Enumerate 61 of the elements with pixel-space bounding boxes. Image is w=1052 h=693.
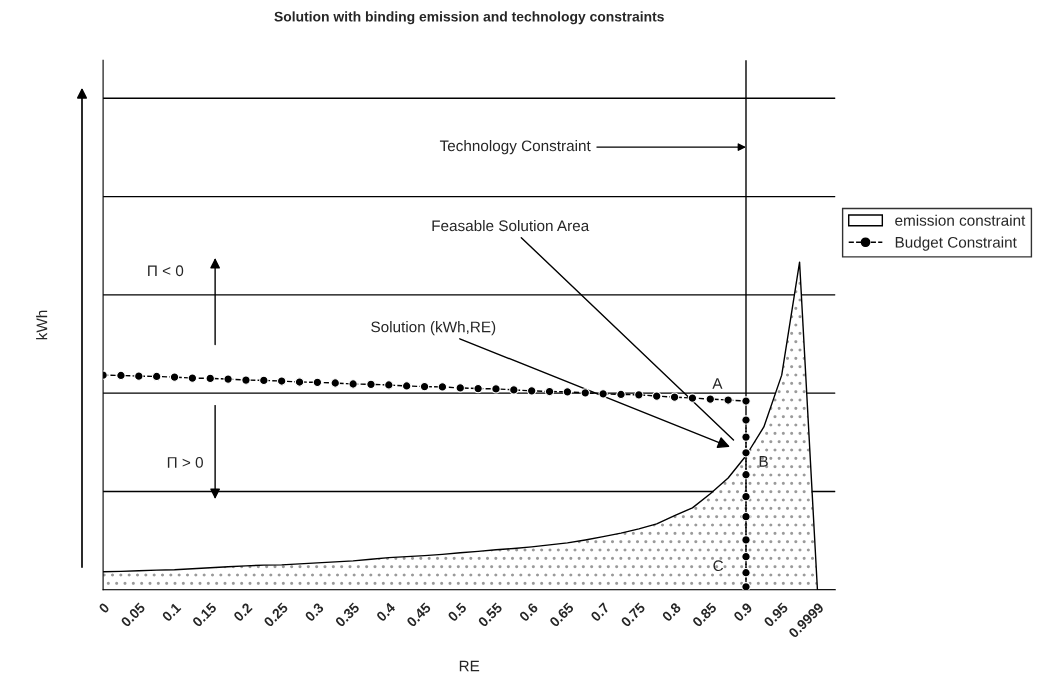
ref-line-label: Technology Constraint <box>439 140 591 155</box>
annotation: Solution (kWh,RE) <box>371 321 496 336</box>
point <box>116 370 126 381</box>
x-tick-label: 0.15 <box>191 602 218 628</box>
chart-title: Solution with binding emission and technology constraints <box>274 11 664 25</box>
x-tick-label: 0.6 <box>518 602 539 623</box>
point <box>294 377 305 387</box>
x-tick-label: 0.3 <box>304 602 325 623</box>
point <box>187 373 198 383</box>
point <box>491 384 501 394</box>
point <box>169 372 180 382</box>
point <box>402 381 412 391</box>
point <box>687 393 698 403</box>
annotation: Π < 0 <box>148 265 184 277</box>
point <box>509 385 519 395</box>
point <box>527 386 537 396</box>
x-tick-label: 0.1 <box>161 602 182 623</box>
point <box>151 371 162 382</box>
point <box>634 390 644 400</box>
point <box>598 389 608 399</box>
x-axis-title: RE <box>459 660 480 672</box>
point <box>437 382 448 392</box>
x-tick-label: 0.2 <box>232 602 253 623</box>
point <box>580 388 590 398</box>
y-axis-title: kWh <box>36 310 48 340</box>
point <box>312 377 323 388</box>
legend-label: emission constraint <box>895 214 1026 226</box>
x-tick-label: 0.4 <box>375 601 396 623</box>
point <box>669 392 680 402</box>
x-tick-label: 0.85 <box>691 602 718 628</box>
point <box>348 379 358 389</box>
x-tick-label: 0.8 <box>661 602 682 623</box>
point <box>652 391 662 401</box>
point <box>241 375 251 385</box>
point <box>473 383 483 394</box>
legend-label: Budget Constraint <box>895 236 1017 251</box>
point <box>616 389 626 400</box>
x-tick-label: 0.7 <box>590 602 610 623</box>
point <box>223 374 233 384</box>
annotation: B <box>759 456 768 467</box>
point <box>276 376 287 386</box>
x-tick-label: 0.9 <box>732 602 753 623</box>
point <box>384 380 394 390</box>
point <box>134 371 144 381</box>
point <box>705 394 715 404</box>
annotation: C <box>713 560 724 572</box>
point <box>544 386 555 397</box>
annotation: A <box>712 378 723 389</box>
point <box>419 381 430 392</box>
point <box>366 379 376 389</box>
point <box>205 373 215 384</box>
x-tick-label: 0.5 <box>447 602 468 623</box>
point <box>259 375 269 386</box>
point <box>562 387 573 397</box>
text: Feasable Solution Area <box>432 219 590 232</box>
point <box>330 378 340 388</box>
x-tick-label: 0 <box>98 602 110 614</box>
point <box>455 383 465 393</box>
point <box>741 396 751 406</box>
point <box>723 395 733 405</box>
annotation: Π > 0 <box>167 457 203 468</box>
